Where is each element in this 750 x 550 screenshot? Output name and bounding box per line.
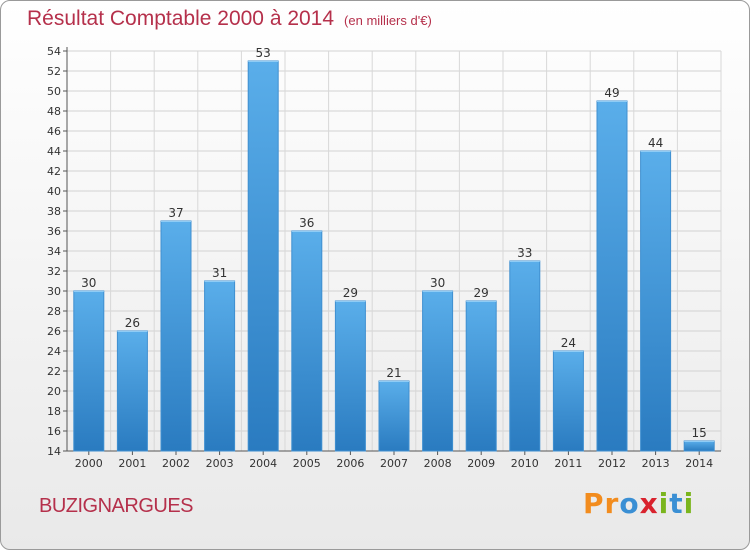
bar (683, 440, 715, 452)
x-tick-label: 2009 (467, 457, 495, 470)
bar-value-label: 36 (299, 216, 314, 230)
bar (73, 290, 105, 452)
y-tick-label: 20 (47, 385, 61, 398)
y-tick-label: 42 (47, 165, 61, 178)
y-tick-label: 32 (47, 265, 61, 278)
bar-value-label: 24 (561, 336, 576, 350)
bar (160, 220, 192, 452)
x-tick-label: 2008 (424, 457, 452, 470)
bar-value-label: 30 (81, 276, 96, 290)
y-tick-label: 36 (47, 225, 61, 238)
logo-letter: P (583, 487, 605, 520)
bar (247, 60, 279, 452)
logo-letter: x (639, 487, 659, 520)
bar-value-label: 33 (517, 246, 532, 260)
bar-value-label: 29 (343, 286, 358, 300)
x-tick-label: 2013 (642, 457, 670, 470)
bar-value-label: 37 (168, 206, 183, 220)
bar (509, 260, 541, 452)
y-tick-label: 18 (47, 405, 61, 418)
x-tick-label: 2005 (293, 457, 321, 470)
y-tick-label: 34 (47, 245, 61, 258)
y-tick-label: 28 (47, 305, 61, 318)
y-tick-label: 30 (47, 285, 61, 298)
y-tick-label: 40 (47, 185, 61, 198)
y-tick-label: 14 (47, 445, 61, 458)
bar (204, 280, 236, 452)
bar-value-label: 44 (648, 136, 663, 150)
y-tick-label: 44 (47, 145, 61, 158)
bar-value-label: 53 (256, 46, 271, 60)
y-tick-label: 38 (47, 205, 61, 218)
x-tick-label: 2001 (118, 457, 146, 470)
y-tick-label: 16 (47, 425, 61, 438)
logo-letter: i (658, 487, 670, 520)
chart-subtitle: (en milliers d'€) (344, 13, 432, 28)
bar-value-label: 26 (125, 316, 140, 330)
logo-letter: o (619, 487, 640, 520)
bar (552, 350, 584, 452)
x-tick-label: 2014 (685, 457, 713, 470)
x-tick-label: 2006 (336, 457, 364, 470)
x-tick-label: 2002 (162, 457, 190, 470)
bar (596, 100, 628, 452)
bar (378, 380, 410, 452)
commune-name: BUZIGNARGUES (39, 495, 194, 517)
bar-value-label: 49 (604, 86, 619, 100)
x-tick-label: 2004 (249, 457, 277, 470)
bar-value-label: 29 (474, 286, 489, 300)
x-tick-label: 2007 (380, 457, 408, 470)
bar-value-label: 30 (430, 276, 445, 290)
y-tick-label: 24 (47, 345, 61, 358)
x-tick-label: 2000 (75, 457, 103, 470)
bar (334, 300, 366, 452)
logo-letter: t (669, 487, 684, 520)
y-tick-label: 46 (47, 125, 61, 138)
proxiti-logo: Proxiti (583, 487, 694, 520)
chart-title: Résultat Comptable 2000 à 2014 (en millie… (27, 7, 432, 31)
y-tick-label: 54 (47, 45, 61, 58)
logo-letter: i (683, 487, 695, 520)
bar (422, 290, 454, 452)
bar (116, 330, 148, 452)
x-tick-label: 2010 (511, 457, 539, 470)
y-tick-label: 50 (47, 85, 61, 98)
x-tick-label: 2003 (206, 457, 234, 470)
bar-value-label: 21 (386, 366, 401, 380)
bars (73, 60, 715, 452)
bar-value-label: 15 (692, 426, 707, 440)
bar-value-label: 31 (212, 266, 227, 280)
bar (291, 230, 323, 452)
x-tick-label: 2012 (598, 457, 626, 470)
x-tick-label: 2011 (554, 457, 582, 470)
y-tick-label: 26 (47, 325, 61, 338)
y-tick-label: 48 (47, 105, 61, 118)
bar (465, 300, 497, 452)
logo-letter: r (604, 487, 620, 520)
chart-title-main: Résultat Comptable 2000 à 2014 (27, 7, 335, 30)
y-tick-label: 22 (47, 365, 61, 378)
y-tick-label: 52 (47, 65, 61, 78)
bar (640, 150, 672, 452)
labels: 14 16 18 20 22 24 26 28 30 32 34 36 38 40 42 44 46 48 50 52… (47, 45, 713, 470)
